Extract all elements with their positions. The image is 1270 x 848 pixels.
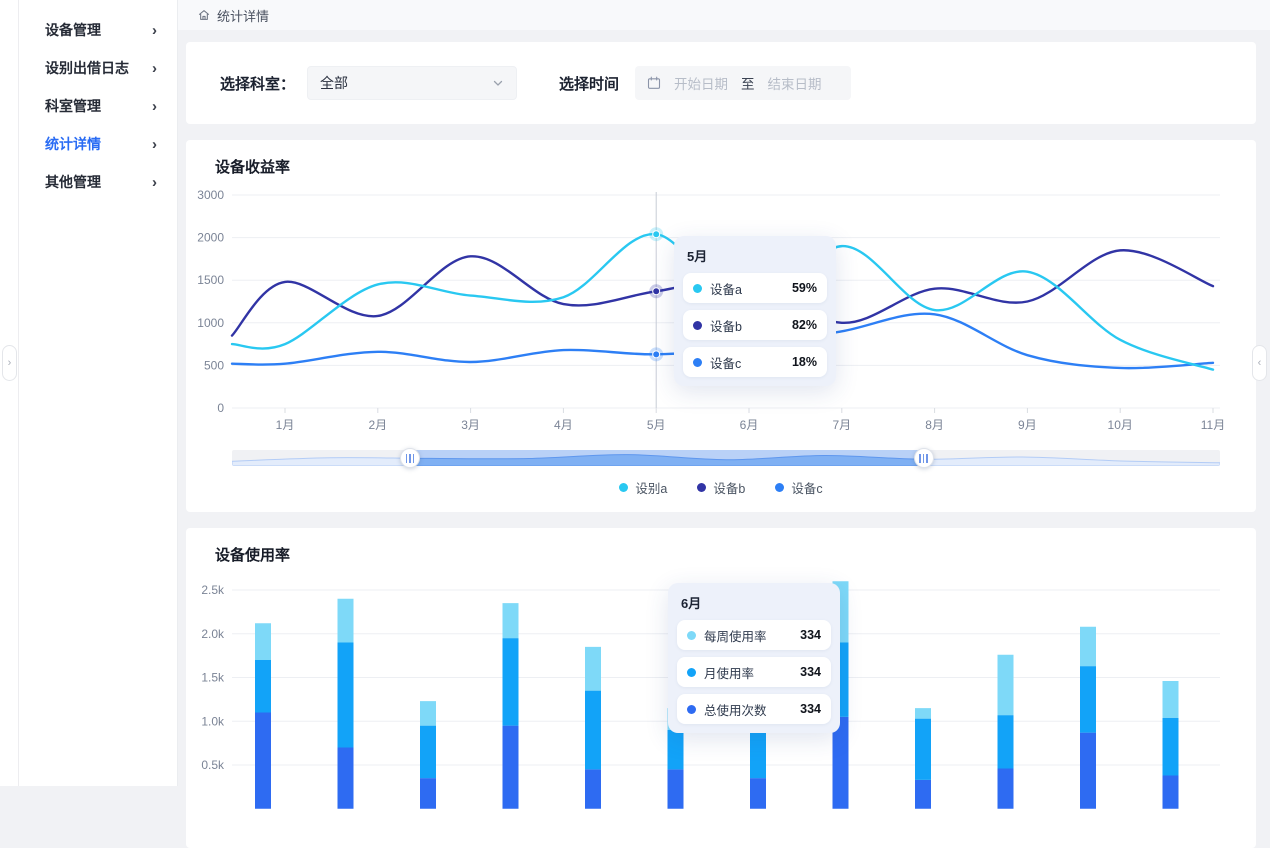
legend-item-device-c[interactable]: 设备c	[775, 478, 823, 497]
svg-text:2月: 2月	[368, 418, 387, 432]
data-zoom-right-handle[interactable]	[913, 448, 934, 468]
svg-text:2000: 2000	[197, 231, 224, 245]
series-dot	[693, 357, 702, 367]
series-dot	[687, 667, 696, 677]
tooltip-month: 6月	[681, 596, 702, 611]
chevron-right-icon: ›	[152, 21, 157, 39]
legend-dot	[619, 483, 629, 492]
chevron-right-icon: ›	[152, 59, 157, 77]
sidebar-item-statistics-detail[interactable]: 统计详情 ›	[19, 125, 177, 163]
svg-text:1500: 1500	[197, 273, 224, 287]
series-dot	[687, 704, 696, 714]
svg-text:7月: 7月	[832, 418, 851, 432]
revenue-chart-tooltip: 5月 设备a 59% 设备b 82% 设备c 18%	[674, 236, 836, 386]
revenue-line-chart[interactable]: 0 500 1000 1500 2000 3000 1月 2月 3月 4月 5月 6月 7月 8月 9月 10…	[186, 140, 1256, 512]
series-dot	[693, 283, 702, 293]
svg-text:3000: 3000	[197, 188, 224, 202]
svg-text:4月: 4月	[554, 418, 573, 432]
chevron-right-icon: ›	[152, 135, 157, 153]
date-range-picker[interactable]: 开始日期 至 结束日期	[635, 66, 852, 100]
svg-text:10月: 10月	[1108, 418, 1133, 432]
left-rail: ›	[0, 0, 19, 786]
svg-text:5月: 5月	[647, 418, 666, 432]
tooltip-month: 5月	[687, 249, 708, 264]
tooltip-row: 每周使用率 334	[677, 620, 831, 650]
legend-item-device-a[interactable]: 设别a	[619, 478, 667, 497]
chevron-right-icon: ›	[152, 173, 157, 191]
filter-card: 选择科室： 全部 选择时间 开始日期 至 结束日期	[186, 42, 1256, 124]
sidebar-item-other-management[interactable]: 其他管理 ›	[19, 163, 177, 201]
chevron-left-icon: ‹	[1257, 357, 1262, 369]
svg-text:1月: 1月	[276, 418, 295, 432]
tooltip-row: 设备c 18%	[683, 347, 827, 377]
calendar-icon	[647, 76, 661, 89]
main-content: 统计详情 选择科室： 全部 选择时间 开始日期 至 结束日期 设备收益率 0 50…	[178, 0, 1270, 848]
department-label: 选择科室：	[220, 75, 296, 93]
chevron-right-icon: ›	[152, 97, 157, 115]
tooltip-row: 月使用率 334	[677, 657, 831, 687]
revenue-chart-title: 设备收益率	[215, 159, 291, 176]
sidebar-item-label: 设别出借日志	[45, 60, 129, 76]
usage-chart-tooltip: 6月 每周使用率 334 月使用率 334 总使用次数 334	[668, 583, 840, 733]
data-zoom-shadow	[232, 450, 1220, 466]
svg-text:3月: 3月	[461, 418, 480, 432]
sidebar-item-label: 其他管理	[45, 174, 101, 190]
tooltip-row: 总使用次数 334	[677, 694, 831, 724]
expand-left-panel-button[interactable]: ›	[2, 345, 17, 381]
sidebar-item-equipment-management[interactable]: 设备管理 ›	[19, 11, 177, 49]
chevron-down-icon	[493, 80, 503, 86]
data-zoom-slider[interactable]	[232, 450, 1220, 466]
sidebar-item-department-management[interactable]: 科室管理 ›	[19, 87, 177, 125]
sidebar: 设备管理 › 设别出借日志 › 科室管理 › 统计详情 › 其他管理 ›	[19, 0, 178, 786]
time-label: 选择时间	[559, 75, 620, 93]
legend-item-device-b[interactable]: 设备b	[697, 478, 745, 497]
tooltip-row: 设备a 59%	[683, 273, 827, 303]
svg-text:11月: 11月	[1201, 418, 1225, 432]
department-select-value: 全部	[320, 75, 349, 91]
tooltip-row: 设备b 82%	[683, 310, 827, 340]
svg-text:1000: 1000	[197, 316, 224, 330]
chevron-right-icon: ›	[7, 357, 12, 369]
series-dot	[687, 630, 696, 640]
home-icon	[198, 10, 210, 20]
revenue-chart-card: 设备收益率 0 500 1000 1500 2000 3000 1月 2月 3月 4月 5月 6月 7月…	[186, 140, 1256, 512]
sidebar-item-label: 科室管理	[45, 98, 101, 114]
usage-chart-card: 设备使用率 0.5k 1.0k 1.5k 2.0k 2.5k 6月 每周使用率 334 …	[186, 528, 1256, 848]
start-date-placeholder[interactable]: 开始日期	[674, 77, 729, 92]
breadcrumb-title: 统计详情	[217, 8, 270, 24]
svg-text:0: 0	[217, 401, 224, 415]
end-date-placeholder[interactable]: 结束日期	[767, 77, 822, 92]
svg-text:2.0k: 2.0k	[201, 627, 225, 641]
sidebar-item-label: 统计详情	[45, 136, 101, 152]
svg-text:1.5k: 1.5k	[201, 671, 225, 685]
sidebar-item-label: 设备管理	[45, 22, 101, 38]
legend-dot	[775, 483, 785, 492]
collapse-right-panel-button[interactable]: ‹	[1252, 345, 1267, 381]
usage-chart-title: 设备使用率	[215, 547, 291, 564]
svg-text:9月: 9月	[1018, 418, 1037, 432]
legend-dot	[697, 483, 707, 492]
svg-text:8月: 8月	[925, 418, 944, 432]
date-separator: 至	[741, 77, 755, 92]
sidebar-item-lending-log[interactable]: 设别出借日志 ›	[19, 49, 177, 87]
svg-text:500: 500	[204, 358, 224, 372]
svg-text:2.5k: 2.5k	[201, 583, 225, 597]
series-dot	[693, 320, 702, 330]
svg-text:0.5k: 0.5k	[201, 758, 225, 772]
svg-text:1.0k: 1.0k	[201, 714, 225, 728]
breadcrumb: 统计详情	[178, 0, 1270, 30]
svg-text:6月: 6月	[740, 418, 759, 432]
department-select[interactable]: 全部	[307, 66, 518, 100]
data-zoom-left-handle[interactable]	[399, 448, 420, 468]
revenue-chart-legend: 设别a 设备b 设备c	[186, 478, 1256, 497]
